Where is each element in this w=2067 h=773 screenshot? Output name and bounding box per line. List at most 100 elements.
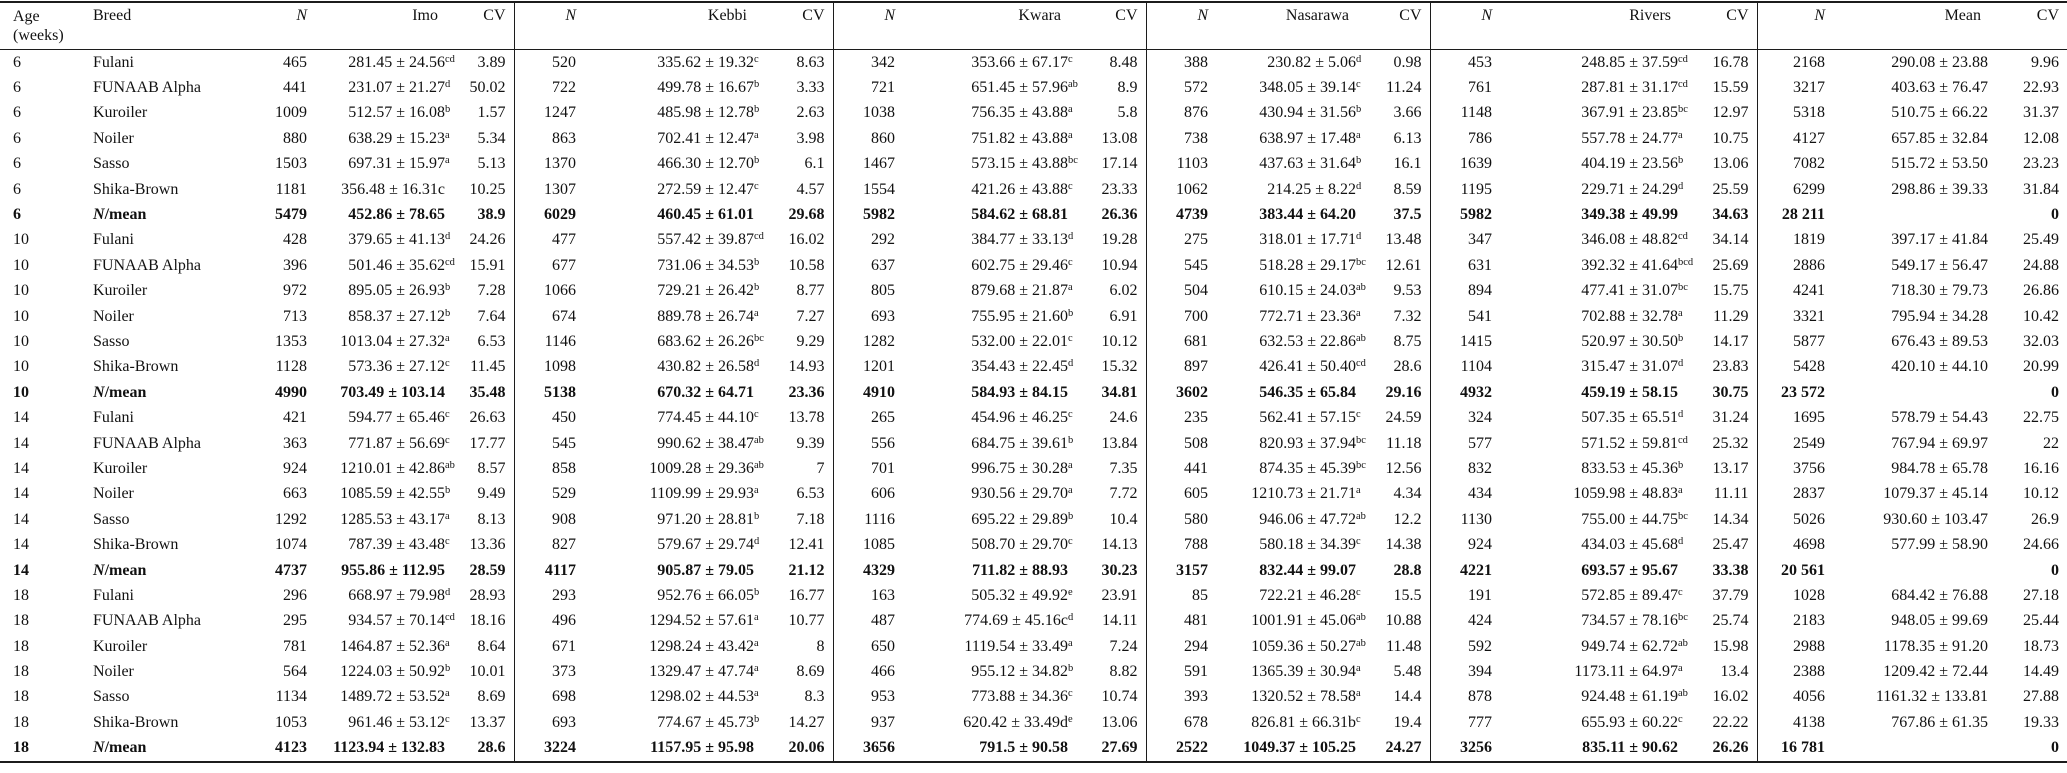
mean-sd-value: 874.35 ± 45.39 xyxy=(1259,459,1356,477)
mean-sd-value: 835.11 ± 90.62 xyxy=(1582,739,1678,757)
significance-letters: bcd xyxy=(1678,257,1695,275)
mean-sd-value: 1294.52 ± 57.61 xyxy=(649,612,754,630)
significance-superscript: a xyxy=(445,155,450,167)
significance-letters: bc xyxy=(1356,257,1373,275)
significance-superscript: c xyxy=(445,409,450,421)
value-cell: 1224.03 ± 50.92b xyxy=(317,659,462,684)
significance-letters: b xyxy=(445,282,462,300)
significance-superscript: b xyxy=(1068,307,1074,319)
mean-sd-value: 580.18 ± 34.39 xyxy=(1259,536,1356,554)
significance-letters: b xyxy=(754,511,771,529)
significance-letters: c xyxy=(1356,536,1373,554)
age-cell: 18 xyxy=(13,663,29,681)
significance-superscript: ab xyxy=(754,459,764,471)
n-cell: 275 xyxy=(1145,227,1218,254)
significance-superscript: a xyxy=(1678,663,1683,675)
cv-cell: 15.75 xyxy=(1712,282,1749,300)
n-cell: 924 xyxy=(1429,532,1502,558)
significance-letters: a xyxy=(445,155,462,173)
value-cell: 230.82 ± 5.06d xyxy=(1218,50,1373,76)
significance-superscript: c xyxy=(1356,79,1361,91)
significance-letters: cd xyxy=(445,54,462,72)
value-cell: 1119.54 ± 33.49a xyxy=(905,634,1085,659)
n-cell: 4910 xyxy=(832,380,905,406)
significance-letters: a xyxy=(754,130,771,148)
age-cell: 18 xyxy=(13,688,29,706)
significance-letters: b xyxy=(445,663,462,681)
cv-cell: 27.18 xyxy=(2023,586,2059,604)
mean-sd-value: 729.21 ± 26.42 xyxy=(657,282,754,300)
value-cell: 577.99 ± 58.90 xyxy=(1835,532,2005,557)
value-cell: 795.94 ± 34.28 xyxy=(1835,304,2005,329)
significance-superscript: d xyxy=(754,536,760,548)
significance-letters: a xyxy=(754,663,771,681)
summary-label-cell: N/mean xyxy=(93,561,147,579)
mean-sd-value: 895.05 ± 26.93 xyxy=(348,282,445,300)
n-cell: 191 xyxy=(1429,583,1502,609)
mean-sd-value: 298.86 ± 39.33 xyxy=(1891,180,1988,198)
value-cell: 507.35 ± 65.51d xyxy=(1502,405,1695,430)
n-cell: 450 xyxy=(513,405,586,431)
value-cell: 651.45 ± 57.96ab xyxy=(905,75,1085,100)
significance-letters: b xyxy=(754,714,771,732)
n-cell: 1181 xyxy=(275,180,307,198)
n-cell: 1085 xyxy=(832,532,905,558)
significance-letters: a xyxy=(1356,308,1373,326)
mean-sd-value: 430.82 ± 26.58 xyxy=(657,358,754,376)
value-cell: 579.67 ± 29.74d xyxy=(586,532,771,557)
value-cell: 693.57 ± 95.67 xyxy=(1502,558,1695,583)
n-cell: 2988 xyxy=(1756,633,1835,660)
mean-sd-value: 356.48 ± 16.31c xyxy=(341,180,445,198)
cv-cell: 8.48 xyxy=(1109,53,1138,71)
breed-cell: Kuroiler xyxy=(93,637,148,655)
value-cell: 349.38 ± 49.99 xyxy=(1502,202,1695,227)
value-cell: 460.45 ± 61.01 xyxy=(586,202,771,227)
n-cell: 1819 xyxy=(1756,227,1835,254)
col-header-n-rivers: N xyxy=(1429,2,1502,50)
mean-sd-value: 594.77 ± 65.46 xyxy=(348,409,445,427)
significance-superscript: a xyxy=(1356,688,1361,700)
value-cell: 452.86 ± 78.65 xyxy=(317,202,462,227)
mean-sd-value: 1285.53 ± 43.17 xyxy=(340,510,445,528)
value-cell: 670.32 ± 64.71 xyxy=(586,380,771,405)
n-cell: 1307 xyxy=(513,176,586,203)
cv-cell: 19.4 xyxy=(1393,713,1422,731)
value-cell: 231.07 ± 21.27d xyxy=(317,75,462,100)
mean-sd-value: 1119.54 ± 33.49 xyxy=(964,637,1068,655)
value-cell: 638.97 ± 17.48a xyxy=(1218,126,1373,151)
cv-cell: 6.1 xyxy=(804,155,825,173)
n-cell: 504 xyxy=(1145,278,1218,304)
mean-sd-value: 731.06 ± 34.53 xyxy=(657,256,754,274)
mean-sd-value: 577.99 ± 58.90 xyxy=(1891,536,1988,554)
value-cell: 1489.72 ± 53.52a xyxy=(317,685,462,710)
cv-cell: 3.66 xyxy=(1393,104,1422,122)
n-cell: 577 xyxy=(1429,430,1502,457)
significance-letters: bc xyxy=(754,333,771,351)
cv-cell: 14.93 xyxy=(788,358,825,376)
significance-letters: c xyxy=(1068,333,1085,351)
mean-sd-value: 946.06 ± 47.72 xyxy=(1259,510,1356,528)
cv-cell: 8.57 xyxy=(477,459,506,477)
n-cell: 591 xyxy=(1145,659,1218,685)
n-cell: 2886 xyxy=(1756,253,1835,279)
cv-cell: 10.12 xyxy=(1101,332,1138,350)
mean-sd-value: 971.20 ± 28.81 xyxy=(657,510,754,528)
age-cell: 18 xyxy=(13,612,29,630)
significance-superscript: cd xyxy=(1678,53,1688,65)
table-row: 14 Fulani 421 594.77 ± 65.46c 26.63 450 774.45… xyxy=(0,405,2067,431)
table-row: 18 FUNAAB Alpha 295 934.57 ± 70.14cd 18.16 49… xyxy=(0,608,2067,634)
mean-sd-value: 702.88 ± 32.78 xyxy=(1581,307,1678,325)
value-cell: 952.76 ± 66.05b xyxy=(586,583,771,608)
significance-letters: a xyxy=(445,333,462,351)
cv-cell: 26.86 xyxy=(2023,282,2059,300)
n-cell: 1116 xyxy=(832,507,905,533)
significance-letters: d xyxy=(1068,358,1085,376)
breed-cell: FUNAAB Alpha xyxy=(93,256,202,274)
value-cell: 1013.04 ± 27.32a xyxy=(317,329,462,354)
n-cell: 4241 xyxy=(1756,278,1835,304)
n-cell: 396 xyxy=(283,256,307,274)
mean-sd-value: 610.15 ± 24.03 xyxy=(1259,282,1356,300)
cv-cell: 7.28 xyxy=(477,282,506,300)
value-cell: 1285.53 ± 43.17a xyxy=(317,507,462,532)
value-cell: 949.74 ± 62.72ab xyxy=(1502,634,1695,659)
